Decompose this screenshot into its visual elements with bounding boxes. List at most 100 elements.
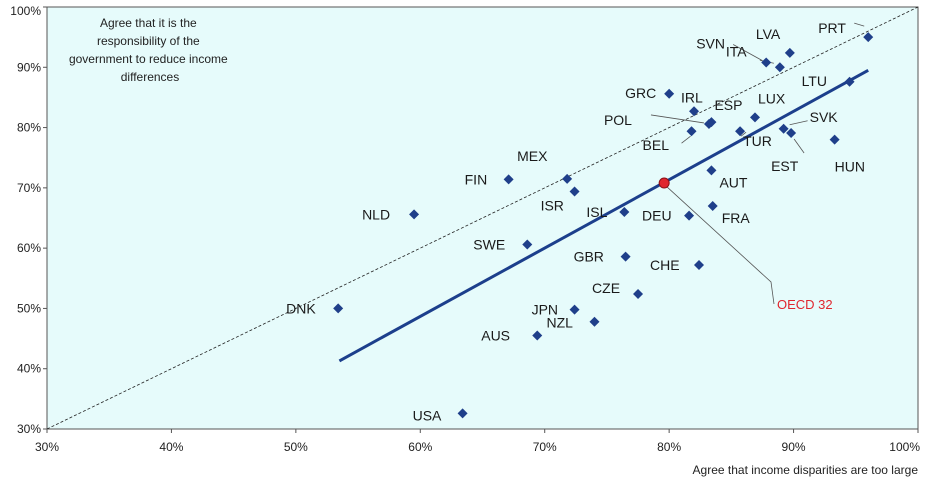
- point-prt: [863, 32, 874, 43]
- point-bel: [686, 126, 697, 137]
- point-fin: [503, 174, 514, 185]
- oecd-leader-line: [666, 186, 775, 305]
- point-ltu: [844, 76, 855, 87]
- y-tick-label: 90%: [17, 60, 41, 74]
- label-gbr: GBR: [574, 249, 604, 265]
- point-svk: [778, 123, 789, 134]
- data-points: [333, 32, 874, 419]
- label-che: CHE: [650, 257, 680, 273]
- point-fra: [707, 200, 718, 211]
- leader-prt: [854, 22, 865, 27]
- oecd-average-label: OECD 32: [777, 297, 833, 312]
- label-ita: ITA: [726, 43, 747, 59]
- y-axis-ticks: 30% 40% 50% 60% 70% 80% 90% 100%: [10, 4, 47, 436]
- y-tick-label: 60%: [17, 241, 41, 255]
- y-tick-label: 70%: [17, 181, 41, 195]
- label-mex: MEX: [517, 148, 548, 164]
- x-tick-label: 80%: [657, 440, 681, 454]
- point-aus: [532, 330, 543, 341]
- y-tick-label: 80%: [17, 121, 41, 135]
- point-grc: [664, 88, 675, 99]
- label-bel: BEL: [643, 137, 670, 153]
- x-tick-label: 50%: [284, 440, 308, 454]
- leader-svn: [733, 44, 763, 61]
- point-lva: [784, 47, 795, 58]
- y-tick-label: 40%: [17, 362, 41, 376]
- point-isl: [619, 206, 630, 217]
- point-jpn: [569, 304, 580, 315]
- label-lva: LVA: [756, 26, 781, 42]
- label-irl: IRL: [681, 89, 703, 105]
- x-axis-title: Agree that income disparities are too la…: [693, 463, 919, 477]
- note-line-4: differences: [121, 70, 179, 84]
- note-line-3: government to reduce income: [69, 52, 228, 66]
- point-est: [786, 127, 797, 138]
- point-isr: [569, 186, 580, 197]
- point-swe: [522, 239, 533, 250]
- note-line-1: Agree that it is the: [100, 16, 197, 30]
- label-nzl: NZL: [546, 315, 573, 331]
- label-aus: AUS: [481, 328, 510, 344]
- note-line-2: responsibility of the: [97, 34, 200, 48]
- point-dnk: [333, 303, 344, 314]
- label-deu: DEU: [642, 208, 672, 224]
- label-tur: TUR: [743, 133, 772, 149]
- x-tick-label: 90%: [782, 440, 806, 454]
- label-dnk: DNK: [286, 300, 316, 316]
- point-aut: [706, 165, 717, 176]
- point-lux: [749, 112, 760, 123]
- leader-est: [793, 138, 805, 154]
- point-nld: [409, 209, 420, 220]
- point-hun: [829, 134, 840, 145]
- label-pol: POL: [604, 112, 632, 128]
- point-ita: [774, 62, 785, 73]
- label-est: EST: [771, 158, 799, 174]
- label-prt: PRT: [818, 20, 846, 36]
- point-tur: [735, 126, 746, 137]
- y-tick-label: 30%: [17, 422, 41, 436]
- label-svk: SVK: [810, 109, 839, 125]
- label-fin: FIN: [465, 171, 488, 187]
- label-isl: ISL: [586, 204, 607, 220]
- label-esp: ESP: [714, 97, 742, 113]
- point-pol: [703, 118, 714, 129]
- leader-tur: [740, 131, 747, 137]
- label-grc: GRC: [625, 85, 656, 101]
- point-nzl: [589, 316, 600, 327]
- label-swe: SWE: [473, 237, 505, 253]
- label-cze: CZE: [592, 280, 620, 296]
- label-hun: HUN: [835, 159, 865, 175]
- label-usa: USA: [413, 407, 442, 423]
- label-svn: SVN: [696, 35, 725, 51]
- trend-line: [338, 68, 869, 363]
- point-che: [694, 260, 705, 271]
- point-cze: [633, 288, 644, 299]
- point-usa: [457, 408, 468, 419]
- leader-svk: [789, 120, 808, 126]
- y-tick-label: 100%: [10, 4, 41, 18]
- point-mex: [562, 173, 573, 184]
- point-svn: [761, 57, 772, 68]
- label-ltu: LTU: [802, 73, 827, 89]
- x-axis-ticks: 30% 40% 50% 60% 70% 80% 90% 100%: [35, 429, 920, 454]
- x-tick-label: 40%: [159, 440, 183, 454]
- y-axis-note: Agree that it is the responsibility of t…: [69, 16, 231, 84]
- label-aut: AUT: [719, 174, 747, 190]
- leader-pol: [650, 114, 705, 124]
- point-irl: [689, 106, 700, 117]
- oecd-average-marker: [658, 177, 670, 189]
- x-tick-label: 30%: [35, 440, 59, 454]
- label-jpn: JPN: [532, 302, 558, 318]
- x-tick-label: 70%: [533, 440, 557, 454]
- x-tick-label: 60%: [408, 440, 432, 454]
- label-isr: ISR: [541, 197, 564, 213]
- x-tick-label: 100%: [889, 440, 920, 454]
- label-lux: LUX: [758, 90, 786, 106]
- label-nld: NLD: [362, 206, 390, 222]
- point-labels: PRT LVA SVN ITA LTU GRC IRL LUX ESP POL SVK BEL TUR E…: [286, 20, 865, 423]
- label-fra: FRA: [722, 210, 751, 226]
- point-deu: [684, 210, 695, 221]
- leader-bel: [681, 135, 691, 144]
- y-tick-label: 50%: [17, 301, 41, 315]
- point-gbr: [620, 251, 631, 262]
